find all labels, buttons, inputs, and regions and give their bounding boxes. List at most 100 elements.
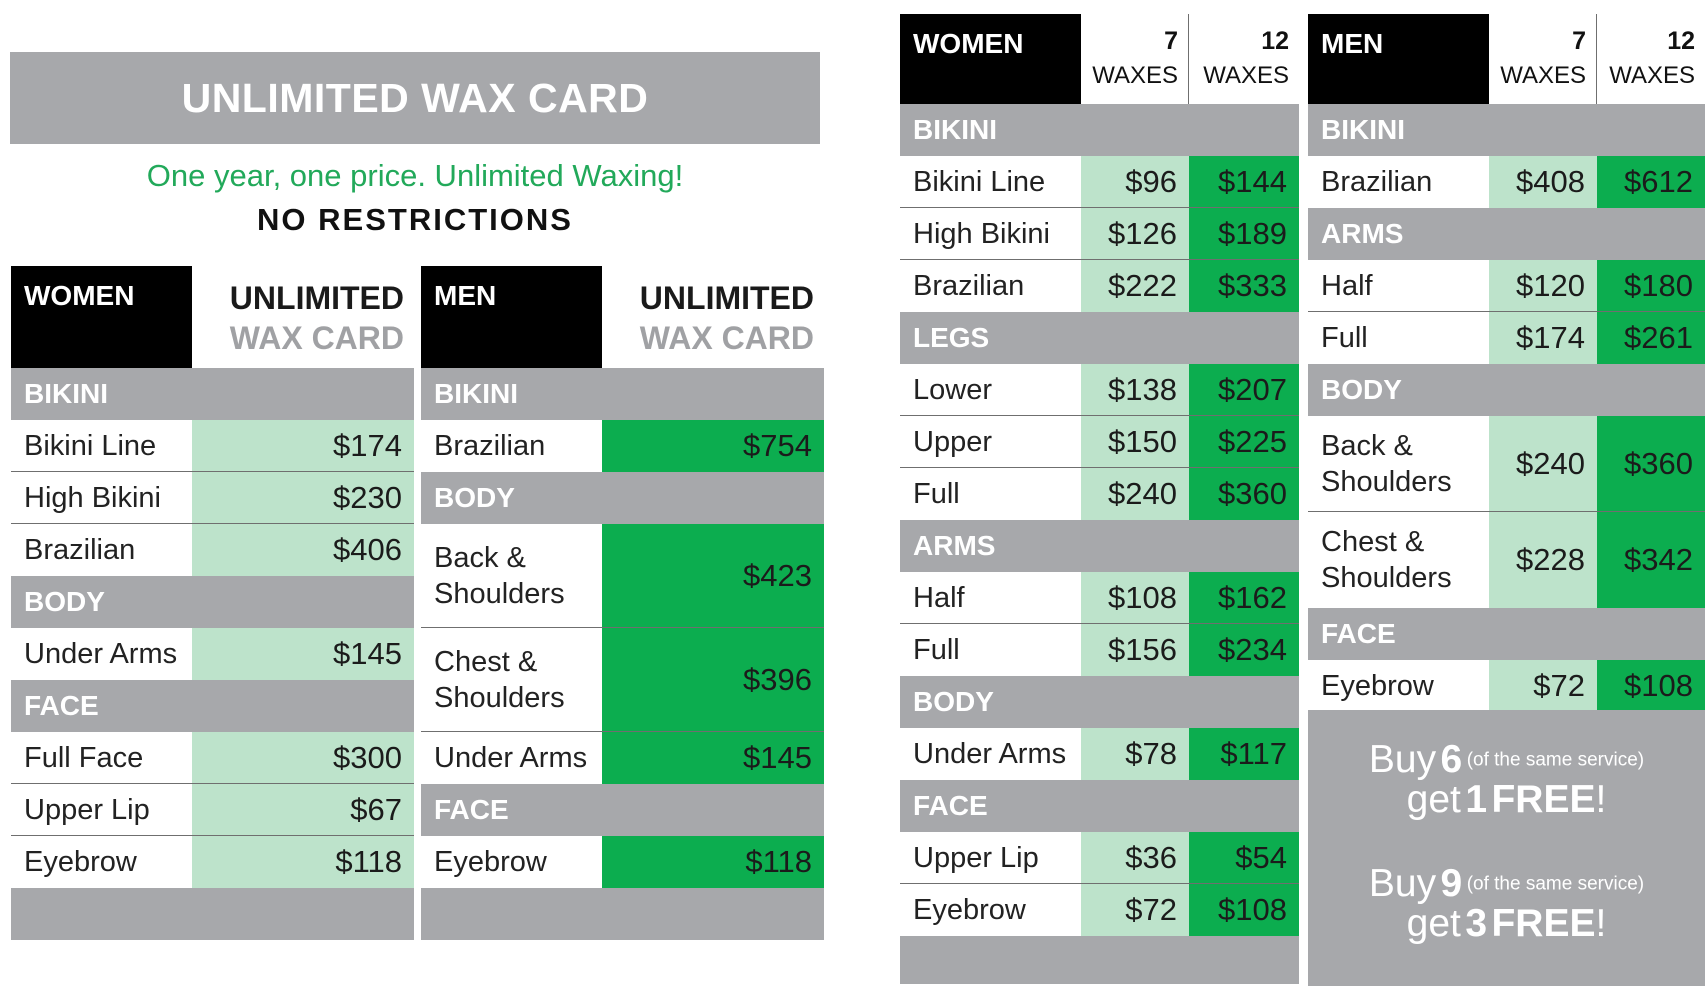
price-7-waxes: $138 <box>1081 364 1189 415</box>
service-label: Lower <box>900 364 1081 415</box>
price-cell: $67 <box>192 784 414 835</box>
price-7-waxes: $222 <box>1081 260 1189 312</box>
table-row: Full $240 $360 <box>900 468 1299 520</box>
price-7-waxes: $36 <box>1081 832 1189 883</box>
women-unlimited-column-title: UNLIMITED WAX CARD <box>192 266 414 368</box>
column-title-line-2: WAX CARD <box>639 320 814 356</box>
service-label: Brazilian <box>900 260 1081 312</box>
no-restrictions-heading: NO RESTRICTIONS <box>257 202 573 237</box>
promo-get-number: 3 <box>1465 902 1488 945</box>
table-row: Lower $138 $207 <box>900 364 1299 416</box>
men-package-header: MEN <box>1308 14 1489 104</box>
table-footer-bar <box>11 888 414 940</box>
promo-offer-1: Buy 6 (of the same service) get 1 FREE! <box>1308 738 1705 822</box>
table-row: Bikini Line $96 $144 <box>900 156 1299 208</box>
price-7-waxes: $96 <box>1081 156 1189 207</box>
price-7-waxes: $228 <box>1489 512 1597 608</box>
price-cell: $118 <box>602 836 824 888</box>
promo-buy-word: Buy <box>1368 862 1437 905</box>
table-row: Under Arms $145 <box>11 628 414 680</box>
section-header-bikini: BIKINI <box>421 368 824 420</box>
service-label: Back & Shoulders <box>421 524 602 627</box>
table-row: Full $156 $234 <box>900 624 1299 676</box>
service-label: Under Arms <box>421 732 602 784</box>
price-12-waxes: $207 <box>1189 364 1299 415</box>
service-label: Brazilian <box>1308 156 1489 208</box>
promo-offer-2: Buy 9 (of the same service) get 3 FREE! <box>1308 862 1705 946</box>
service-label: Upper Lip <box>11 784 192 835</box>
service-label: Half <box>900 572 1081 623</box>
column-header-12-waxes: 12 WAXES <box>1189 14 1299 104</box>
section-header-bikini: BIKINI <box>900 104 1299 156</box>
column-header-12-waxes: 12 WAXES <box>1597 14 1705 104</box>
table-row: Brazilian $408 $612 <box>1308 156 1705 208</box>
section-header-arms: ARMS <box>1308 208 1705 260</box>
column-title-line-1: UNLIMITED <box>639 280 814 316</box>
section-header-legs: LEGS <box>900 312 1299 364</box>
price-cell: $145 <box>192 628 414 680</box>
women-package-header: WOMEN <box>900 14 1081 104</box>
table-row: Brazilian $406 <box>11 524 414 576</box>
price-12-waxes: $189 <box>1189 208 1299 259</box>
service-label-line-2: Shoulders <box>1321 562 1452 594</box>
service-label-line-2: Shoulders <box>1321 465 1452 498</box>
table-row: Under Arms $145 <box>421 732 824 784</box>
service-label: Bikini Line <box>11 420 192 471</box>
table-row: Under Arms $78 $117 <box>900 728 1299 780</box>
promo-get-number: 1 <box>1465 778 1488 821</box>
price-cell: $145 <box>602 732 824 784</box>
price-12-waxes: $360 <box>1597 416 1705 511</box>
table-row: High Bikini $230 <box>11 472 414 524</box>
column-header-number: 7 <box>1572 27 1586 55</box>
column-title-line-2: WAX CARD <box>229 320 404 356</box>
promo-get-line: get 1 FREE! <box>1308 778 1705 822</box>
table-row: High Bikini $126 $189 <box>900 208 1299 260</box>
service-label-line-2: Shoulders <box>434 681 565 714</box>
promo-note: (of the same service) <box>1466 749 1645 771</box>
service-label-line-1: Chest & <box>434 645 538 678</box>
service-label: Chest & Shoulders <box>1308 512 1489 608</box>
section-header-body: BODY <box>1308 364 1705 416</box>
price-12-waxes: $612 <box>1597 156 1705 208</box>
price-cell: $396 <box>602 628 824 731</box>
column-header-number: 7 <box>1164 27 1178 55</box>
table-row: Chest & Shoulders $396 <box>421 628 824 732</box>
price-12-waxes: $108 <box>1597 660 1705 712</box>
price-7-waxes: $150 <box>1081 416 1189 467</box>
table-row: Back & Shoulders $423 <box>421 524 824 628</box>
promo-buy-number: 9 <box>1440 862 1463 905</box>
price-cell: $174 <box>192 420 414 471</box>
promo-get-word: get <box>1406 778 1461 821</box>
table-row: Upper $150 $225 <box>900 416 1299 468</box>
table-row: Eyebrow $118 <box>11 836 414 888</box>
service-label: Brazilian <box>421 420 602 472</box>
service-label-line-1: Back & <box>434 541 526 574</box>
service-label: Upper Lip <box>900 832 1081 883</box>
price-cell: $300 <box>192 732 414 783</box>
table-row: Half $108 $162 <box>900 572 1299 624</box>
section-header-face: FACE <box>421 784 824 836</box>
price-12-waxes: $360 <box>1189 468 1299 520</box>
section-header-body: BODY <box>421 472 824 524</box>
section-header-body: BODY <box>11 576 414 628</box>
service-label: High Bikini <box>11 472 192 523</box>
column-header-number: 12 <box>1667 27 1695 55</box>
price-7-waxes: $240 <box>1081 468 1189 520</box>
service-label: Upper <box>900 416 1081 467</box>
price-12-waxes: $342 <box>1597 512 1705 608</box>
section-header-arms: ARMS <box>900 520 1299 572</box>
column-header-word: WAXES <box>1500 62 1586 89</box>
table-row: Bikini Line $174 <box>11 420 414 472</box>
promo-buy-line: Buy 6 (of the same service) <box>1308 738 1705 782</box>
service-label-line-2: Shoulders <box>434 577 565 610</box>
table-footer-bar <box>421 888 824 940</box>
service-label: Under Arms <box>900 728 1081 780</box>
table-row: Back & Shoulders $240 $360 <box>1308 416 1705 512</box>
tagline: One year, one price. Unlimited Waxing! <box>146 158 684 193</box>
service-label-line-1: Chest & <box>1321 526 1425 558</box>
column-header-word: WAXES <box>1203 62 1289 89</box>
service-label: Eyebrow <box>11 836 192 888</box>
service-label: Half <box>1308 260 1489 311</box>
price-7-waxes: $72 <box>1081 884 1189 936</box>
price-12-waxes: $144 <box>1189 156 1299 207</box>
